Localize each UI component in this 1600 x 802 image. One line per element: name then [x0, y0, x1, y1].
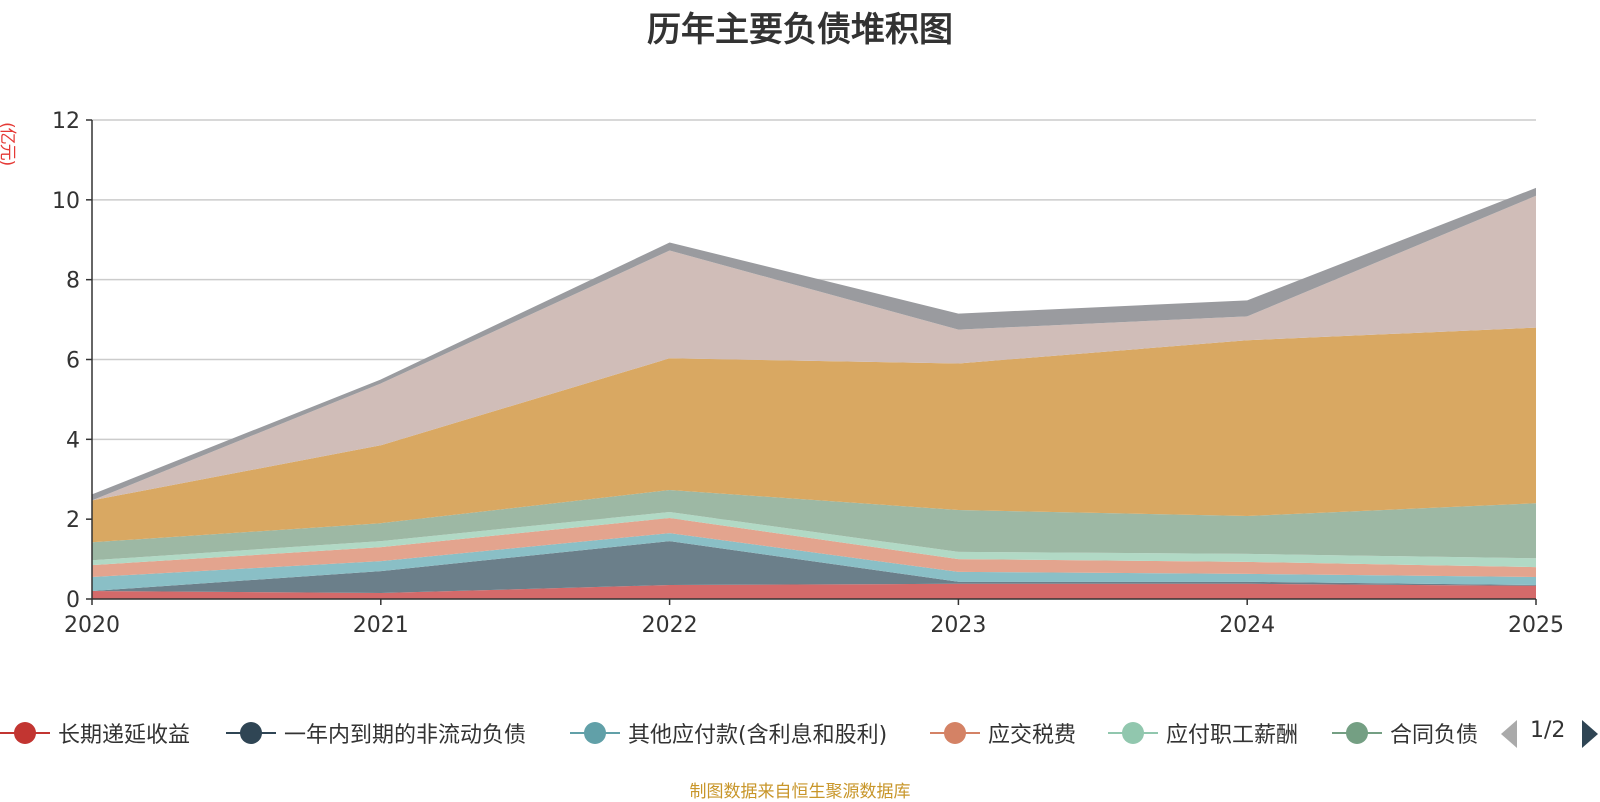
area-series-1[interactable] — [92, 541, 1536, 593]
legend-label: 合同负债 — [1390, 723, 1478, 748]
legend-label: 应付职工薪酬 — [1166, 723, 1299, 748]
legend-page-indicator: 1/2 — [1530, 718, 1566, 743]
legend-item[interactable]: 其他应付款(含利息和股利) — [570, 718, 887, 748]
y-tick-label: 0 — [66, 588, 80, 613]
legend-item[interactable]: 应付职工薪酬 — [1108, 718, 1298, 748]
legend-label: 其他应付款(含利息和股利) — [628, 723, 888, 748]
area-series-0[interactable] — [92, 583, 1536, 599]
x-tick-label: 2025 — [1508, 613, 1564, 638]
area-series-5[interactable] — [92, 490, 1536, 561]
legend-label: 应交税费 — [988, 723, 1077, 748]
x-tick-label: 2023 — [930, 613, 986, 638]
area-series-7[interactable] — [92, 195, 1536, 501]
legend-label: 一年内到期的非流动负债 — [284, 723, 527, 748]
y-tick-label: 4 — [66, 428, 80, 453]
x-tick-label: 2020 — [64, 613, 120, 638]
area-series-2[interactable] — [92, 533, 1536, 591]
area-series-3[interactable] — [92, 518, 1536, 577]
legend-marker-icon — [1332, 718, 1382, 748]
legend-next-page-icon[interactable] — [1582, 720, 1598, 748]
y-tick-label: 2 — [66, 508, 80, 533]
y-tick-label: 12 — [52, 109, 80, 134]
legend-label: 长期递延收益 — [58, 723, 191, 748]
chart-title: 历年主要负债堆积图 — [647, 10, 953, 50]
data-source-note: 制图数据来自恒生聚源数据库 — [689, 782, 911, 802]
legend-marker-icon — [1108, 718, 1158, 748]
legend-item[interactable]: 长期递延收益 — [0, 718, 190, 748]
area-chart: 0 2 4 6 8 10 12 2020 2021 2022 2023 2024 2025 — [52, 109, 1564, 638]
legend-item[interactable]: 一年内到期的非流动负债 — [226, 718, 526, 748]
legend-items: 长期递延收益 一年内到期的非流动负债 其他应付款(含利息和股利) 应交税费 应付职工薪酬… — [0, 718, 1478, 750]
x-tick-label: 2021 — [353, 613, 409, 638]
legend-item[interactable]: 合同负债 — [1332, 718, 1478, 748]
area-series-4[interactable] — [92, 512, 1536, 568]
y-tick-label: 10 — [52, 189, 80, 214]
legend-marker-icon — [570, 718, 620, 748]
y-tick-label: 8 — [66, 269, 80, 294]
legend-prev-page-icon[interactable] — [1501, 720, 1517, 748]
legend: 长期递延收益 一年内到期的非流动负债 其他应付款(含利息和股利) 应交税费 应付职工薪酬… — [0, 718, 1600, 750]
axes: 0 2 4 6 8 10 12 2020 2021 2022 2023 2024 2025 — [52, 109, 1564, 638]
y-tick-label: 6 — [66, 349, 80, 374]
stacked-areas — [92, 187, 1536, 599]
x-tick-label: 2022 — [642, 613, 698, 638]
x-tick-label: 2024 — [1219, 613, 1275, 638]
area-series-6[interactable] — [92, 327, 1536, 543]
legend-marker-icon — [0, 718, 50, 748]
legend-marker-icon — [226, 718, 276, 748]
legend-item[interactable]: 应交税费 — [930, 718, 1076, 748]
legend-marker-icon — [930, 718, 980, 748]
